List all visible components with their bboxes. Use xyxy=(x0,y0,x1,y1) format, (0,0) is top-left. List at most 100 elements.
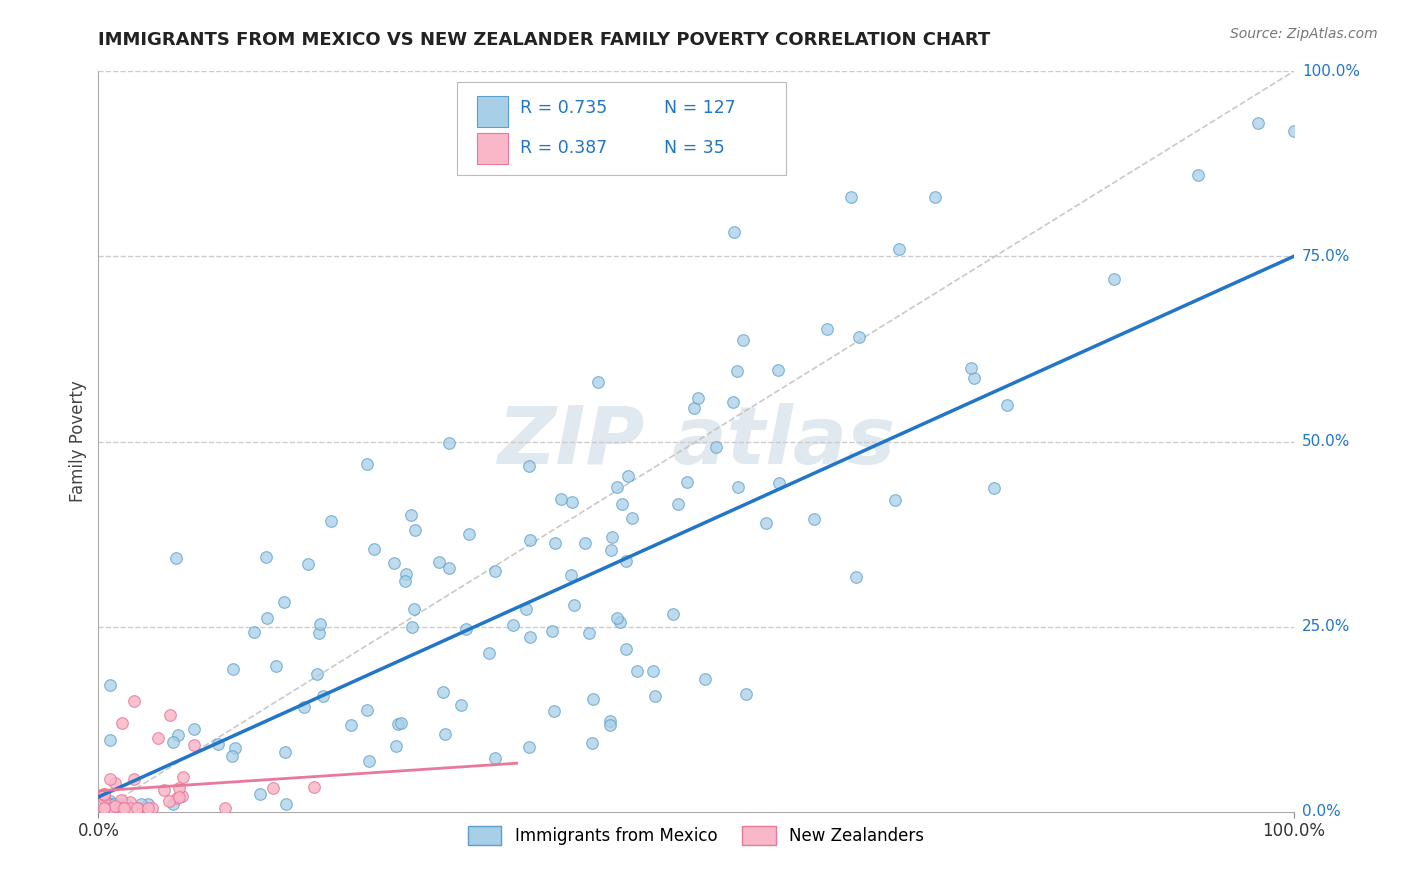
Point xyxy=(159,708,181,723)
Point xyxy=(644,689,666,703)
Point xyxy=(221,748,243,763)
Point xyxy=(274,745,297,759)
FancyBboxPatch shape xyxy=(477,134,509,164)
Point xyxy=(723,225,745,239)
Text: 75.0%: 75.0% xyxy=(1302,249,1350,264)
Point xyxy=(606,611,628,625)
Point xyxy=(688,392,710,406)
Point xyxy=(112,801,135,815)
Point xyxy=(308,625,330,640)
Text: N = 127: N = 127 xyxy=(664,99,735,118)
Point xyxy=(517,739,540,754)
Point xyxy=(224,741,246,756)
FancyBboxPatch shape xyxy=(477,96,509,127)
Point xyxy=(544,536,567,550)
Point xyxy=(883,493,905,508)
Point xyxy=(120,795,142,809)
Point xyxy=(606,480,628,494)
Point xyxy=(478,646,501,660)
Point xyxy=(165,551,187,566)
Point xyxy=(249,787,271,801)
Point xyxy=(610,497,633,511)
Point xyxy=(766,363,789,377)
Point xyxy=(104,798,127,813)
Point xyxy=(815,322,838,336)
Point xyxy=(141,801,163,815)
Point xyxy=(721,394,744,409)
Point xyxy=(600,542,623,557)
Point xyxy=(98,733,122,747)
Point xyxy=(560,567,582,582)
Point xyxy=(609,615,631,629)
Point xyxy=(124,694,146,708)
Point xyxy=(1247,116,1270,130)
Point xyxy=(735,687,758,701)
Point xyxy=(683,401,706,415)
Point xyxy=(264,658,287,673)
Point xyxy=(574,536,596,550)
Point xyxy=(93,787,115,801)
Point xyxy=(276,797,298,812)
Point xyxy=(93,789,115,803)
Point xyxy=(600,530,623,544)
Point xyxy=(404,523,426,537)
Text: R = 0.735: R = 0.735 xyxy=(520,99,607,118)
Point xyxy=(136,797,159,812)
Point xyxy=(519,630,541,644)
Legend: Immigrants from Mexico, New Zealanders: Immigrants from Mexico, New Zealanders xyxy=(461,819,931,852)
Point xyxy=(599,714,621,728)
Text: N = 35: N = 35 xyxy=(664,139,724,157)
Point xyxy=(93,801,115,815)
Point xyxy=(562,598,585,612)
Point xyxy=(356,457,378,471)
Point xyxy=(129,797,152,812)
Point xyxy=(207,737,229,751)
Point xyxy=(395,567,418,582)
Point xyxy=(541,624,564,639)
Point xyxy=(394,574,416,588)
Point xyxy=(120,801,142,815)
Point xyxy=(924,190,946,204)
Point xyxy=(582,691,605,706)
Point xyxy=(643,664,665,678)
Point xyxy=(100,772,122,786)
Point xyxy=(356,703,378,717)
Point xyxy=(93,801,115,815)
Point xyxy=(312,690,335,704)
Point xyxy=(93,787,115,801)
Point xyxy=(768,475,790,490)
Point xyxy=(363,542,385,557)
Point xyxy=(399,508,422,523)
Point xyxy=(450,698,472,712)
Point xyxy=(621,510,644,524)
Point xyxy=(110,797,132,812)
Point xyxy=(617,469,640,483)
Point xyxy=(98,795,122,809)
Point xyxy=(578,626,600,640)
Point xyxy=(517,459,540,474)
Point xyxy=(515,601,537,615)
Point xyxy=(484,751,506,765)
Point xyxy=(848,330,870,344)
Point xyxy=(114,797,136,812)
FancyBboxPatch shape xyxy=(457,82,786,175)
Point xyxy=(457,527,479,541)
Point xyxy=(359,754,381,768)
Point xyxy=(98,797,122,812)
Point xyxy=(297,557,319,571)
Text: ZIP atlas: ZIP atlas xyxy=(496,402,896,481)
Point xyxy=(292,700,315,714)
Point xyxy=(983,481,1005,495)
Point xyxy=(111,715,134,730)
Point xyxy=(1282,123,1305,137)
Point xyxy=(666,497,689,511)
Point xyxy=(727,480,749,494)
Point xyxy=(172,770,194,784)
Point xyxy=(273,595,295,609)
Point xyxy=(704,440,727,454)
Text: IMMIGRANTS FROM MEXICO VS NEW ZEALANDER FAMILY POVERTY CORRELATION CHART: IMMIGRANTS FROM MEXICO VS NEW ZEALANDER … xyxy=(98,31,991,49)
Point xyxy=(111,801,134,815)
Point xyxy=(963,370,986,384)
Point xyxy=(256,611,278,625)
Text: 50.0%: 50.0% xyxy=(1302,434,1350,449)
